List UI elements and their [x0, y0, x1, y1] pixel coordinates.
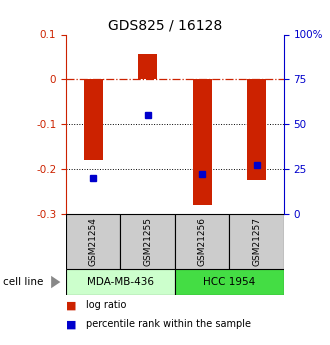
Text: GSM21257: GSM21257 [252, 217, 261, 266]
Text: GSM21255: GSM21255 [143, 217, 152, 266]
Text: GSM21254: GSM21254 [89, 217, 98, 266]
Text: cell line: cell line [3, 277, 44, 287]
Bar [229, 214, 284, 269]
Bar [175, 269, 284, 295]
Text: GSM21256: GSM21256 [198, 217, 207, 266]
Text: MDA-MB-436: MDA-MB-436 [87, 277, 154, 287]
Bar [247, 79, 266, 180]
Text: HCC 1954: HCC 1954 [203, 277, 255, 287]
Bar [175, 214, 229, 269]
Text: ■: ■ [66, 300, 77, 310]
Text: percentile rank within the sample: percentile rank within the sample [86, 319, 251, 329]
Text: ■: ■ [66, 319, 77, 329]
Bar [193, 79, 212, 205]
Polygon shape [51, 276, 60, 288]
Text: GDS825 / 16128: GDS825 / 16128 [108, 19, 222, 33]
Bar [84, 79, 103, 160]
Bar [138, 54, 157, 79]
Text: log ratio: log ratio [86, 300, 126, 310]
Bar [120, 214, 175, 269]
Bar [66, 269, 175, 295]
Bar [66, 214, 120, 269]
